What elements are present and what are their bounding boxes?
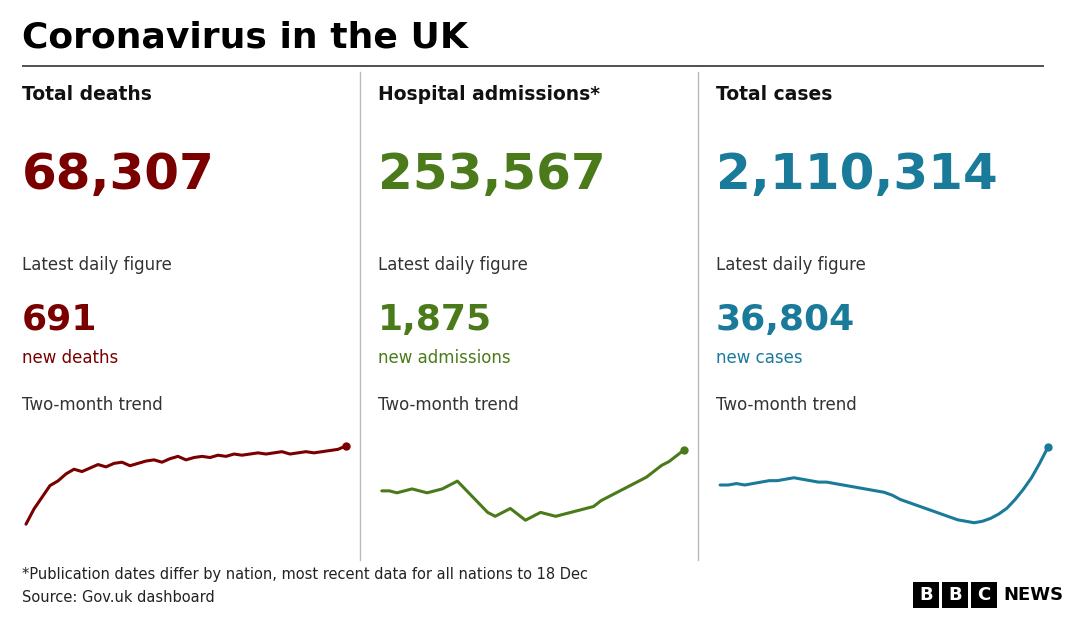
Text: Latest daily figure: Latest daily figure xyxy=(716,256,866,274)
Text: B: B xyxy=(948,586,962,604)
Text: 1,875: 1,875 xyxy=(378,303,492,337)
Text: 2,110,314: 2,110,314 xyxy=(716,151,998,199)
Text: 253,567: 253,567 xyxy=(378,151,605,199)
Text: NEWS: NEWS xyxy=(1003,586,1063,604)
Text: Two-month trend: Two-month trend xyxy=(378,396,519,414)
Text: 36,804: 36,804 xyxy=(716,303,855,337)
Text: Two-month trend: Two-month trend xyxy=(716,396,857,414)
Text: Latest daily figure: Latest daily figure xyxy=(378,256,528,274)
Bar xyxy=(942,582,968,608)
Text: *Publication dates differ by nation, most recent data for all nations to 18 Dec: *Publication dates differ by nation, mos… xyxy=(22,568,588,582)
Text: Source: Gov.uk dashboard: Source: Gov.uk dashboard xyxy=(22,591,214,606)
Bar xyxy=(912,582,939,608)
Text: new admissions: new admissions xyxy=(378,349,511,367)
Text: 691: 691 xyxy=(22,303,97,337)
Text: Coronavirus in the UK: Coronavirus in the UK xyxy=(22,21,468,55)
Bar xyxy=(971,582,997,608)
Text: Total cases: Total cases xyxy=(716,85,833,104)
Text: Total deaths: Total deaths xyxy=(22,85,151,104)
Text: Hospital admissions*: Hospital admissions* xyxy=(378,85,600,104)
Text: Two-month trend: Two-month trend xyxy=(22,396,163,414)
Text: 68,307: 68,307 xyxy=(22,151,215,199)
Text: Latest daily figure: Latest daily figure xyxy=(22,256,172,274)
Text: C: C xyxy=(978,586,990,604)
Text: new cases: new cases xyxy=(716,349,803,367)
Text: B: B xyxy=(919,586,933,604)
Text: new deaths: new deaths xyxy=(22,349,118,367)
